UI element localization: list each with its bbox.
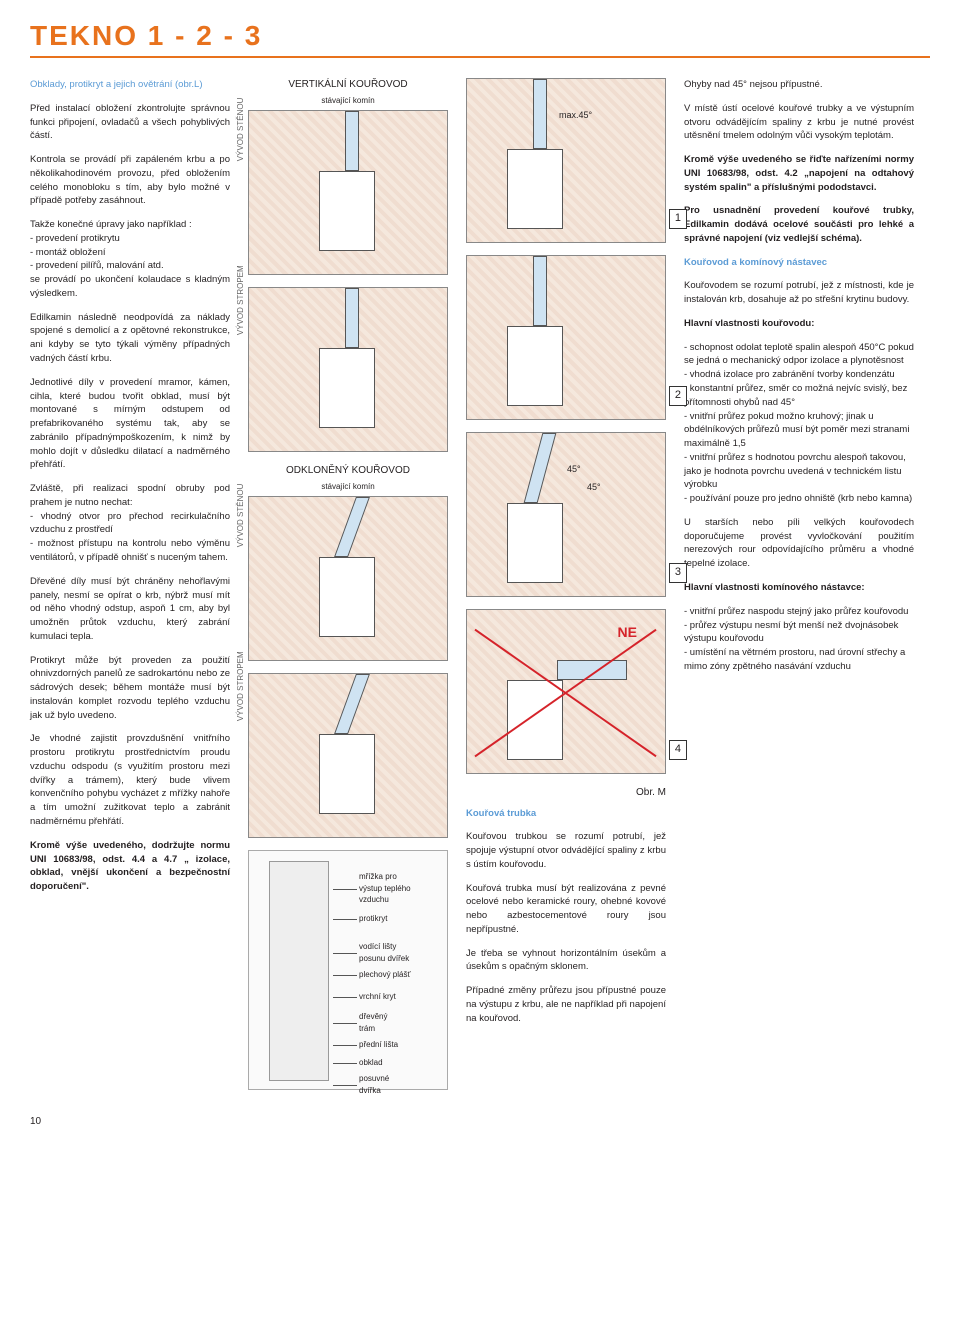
vlabel-stenou-2: VÝVOD STĚNOU xyxy=(235,483,247,547)
col4-p5: Kouřovodem se rozumí potrubí, jež z míst… xyxy=(684,279,914,307)
column-1: Obklady, protikryt a jejich ovětrání (ob… xyxy=(30,78,230,1100)
stove-icon xyxy=(319,734,375,814)
legend-l7: přední lišta xyxy=(359,1039,398,1051)
diagram-2b: VÝVOD STROPEM xyxy=(248,673,448,838)
angle-label-max: max.45° xyxy=(559,109,592,122)
legend-l1: mřížka pro výstup teplého vzduchu xyxy=(359,871,411,906)
legend-diagram: mřížka pro výstup teplého vzduchu protik… xyxy=(248,850,448,1090)
col3-p1: Kouřovou trubkou se rozumí potrubí, jež … xyxy=(466,830,666,871)
col3-heading: Kouřová trubka xyxy=(466,807,666,821)
page-number: 10 xyxy=(30,1116,930,1127)
legend-l9: posuvné dvířka xyxy=(359,1073,389,1096)
col4-p8: - vnitřní průřez naspodu stejný jako prů… xyxy=(684,605,914,674)
legend-l5: vrchní kryt xyxy=(359,991,396,1003)
flue-icon xyxy=(334,674,370,734)
col1-p7: Dřevěné díly musí být chráněny nehořlavý… xyxy=(30,575,230,644)
col1-p2: Kontrola se provádí při zapáleném krbu a… xyxy=(30,153,230,208)
col1-heading: Obklady, protikryt a jejich ovětrání (ob… xyxy=(30,78,230,92)
dia1-sub: stávající komín xyxy=(248,95,448,107)
cutaway-icon xyxy=(269,861,329,1081)
diagram-1b: VÝVOD STROPEM xyxy=(248,287,448,452)
diagram-1a: VÝVOD STĚNOU xyxy=(248,110,448,275)
legend-l2: protikryt xyxy=(359,913,387,925)
flue-icon xyxy=(533,256,547,326)
col1-p9: Je vhodné zajistit provzdušnění vnitřníh… xyxy=(30,732,230,828)
col1-p5: Jednotlivé díly v provedení mramor, káme… xyxy=(30,376,230,472)
stove-icon xyxy=(319,348,375,428)
legend-l8: obklad xyxy=(359,1057,383,1069)
stove-icon xyxy=(507,680,563,760)
diagram-m3: 45° 45° 3 xyxy=(466,432,666,597)
vlabel-stropem-2: VÝVOD STROPEM xyxy=(235,651,247,721)
col1-p6: Zvláště, při realizaci spodní obruby pod… xyxy=(30,482,230,565)
vlabel-stropem-1: VÝVOD STROPEM xyxy=(235,265,247,335)
dia1-title: VERTIKÁLNÍ KOUŘOVOD xyxy=(248,78,448,93)
flue-icon xyxy=(557,660,627,680)
dia-num-1: 1 xyxy=(669,209,687,229)
column-3: max.45° 1 2 45° 45° 3 NE 4 Obr. M Kouřov… xyxy=(466,78,666,1100)
stove-icon xyxy=(507,326,563,406)
col1-p3: Takže konečné úpravy jako například : - … xyxy=(30,218,230,301)
diagram-m2: 2 xyxy=(466,255,666,420)
content-columns: Obklady, protikryt a jejich ovětrání (ob… xyxy=(30,78,930,1100)
col3-p3: Je třeba se vyhnout horizontálním úsekům… xyxy=(466,947,666,975)
col4-h4: Hlavní vlastnosti komínového nástavce: xyxy=(684,581,914,595)
dia-num-4: 4 xyxy=(669,740,687,760)
col4-h2: Kouřovod a komínový nástavec xyxy=(684,256,914,270)
diagram-m1: max.45° 1 xyxy=(466,78,666,243)
col4-p1: Ohyby nad 45° nejsou přípustné. xyxy=(684,78,914,92)
column-4: Ohyby nad 45° nejsou přípustné. V místě … xyxy=(684,78,914,1100)
page-title: TEKNO 1 - 2 - 3 xyxy=(30,20,930,58)
dia2-sub: stávající komín xyxy=(248,481,448,493)
flue-icon xyxy=(345,288,359,348)
flue-icon xyxy=(524,433,557,503)
legend-l3: vodící lišty posunu dvířek xyxy=(359,941,409,964)
ne-label: NE xyxy=(618,622,637,642)
diagram-2a: VÝVOD STĚNOU xyxy=(248,496,448,661)
flue-icon xyxy=(533,79,547,149)
legend-l4: plechový plášť xyxy=(359,969,410,981)
legend-l6: dřevěný trám xyxy=(359,1011,387,1034)
angle-label-45a: 45° xyxy=(567,463,581,476)
dia-num-2: 2 xyxy=(669,386,687,406)
dia2-title: ODKLONĚNÝ KOUŘOVOD xyxy=(248,464,448,479)
flue-icon xyxy=(345,111,359,171)
stove-icon xyxy=(319,171,375,251)
obr-m-caption: Obr. M xyxy=(466,786,666,801)
col1-p10: Kromě výše uvedeného, dodržujte normu UN… xyxy=(30,839,230,894)
col4-p2: V místě ústí ocelové kouřové trubky a ve… xyxy=(684,102,914,143)
stove-icon xyxy=(319,557,375,637)
col3-p2: Kouřová trubka musí být realizována z pe… xyxy=(466,882,666,937)
stove-icon xyxy=(507,149,563,229)
col4-p6: - schopnost odolat teplotě spalin alespo… xyxy=(684,341,914,506)
col1-p8: Protikryt může být proveden za použití o… xyxy=(30,654,230,723)
col3-p4: Případné změny průřezu jsou přípustné po… xyxy=(466,984,666,1025)
vlabel-stenou-1: VÝVOD STĚNOU xyxy=(235,97,247,161)
angle-label-45b: 45° xyxy=(587,481,601,494)
column-2: VERTIKÁLNÍ KOUŘOVOD stávající komín VÝVO… xyxy=(248,78,448,1100)
diagram-m4: NE 4 xyxy=(466,609,666,774)
col1-p1: Před instalací obložení zkontrolujte spr… xyxy=(30,102,230,143)
stove-icon xyxy=(507,503,563,583)
col4-p4: Pro usnadnění provedení kouřové trubky, … xyxy=(684,204,914,245)
col4-p3: Kromě výše uvedeného se řiďte nařízeními… xyxy=(684,153,914,194)
dia-num-3: 3 xyxy=(669,563,687,583)
col1-p4: Edilkamin následně neodpovídá za náklady… xyxy=(30,311,230,366)
col4-p7: U starších nebo píli velkých kouřovodech… xyxy=(684,516,914,571)
col4-h3: Hlavní vlastnosti kouřovodu: xyxy=(684,317,914,331)
flue-icon xyxy=(334,497,370,557)
